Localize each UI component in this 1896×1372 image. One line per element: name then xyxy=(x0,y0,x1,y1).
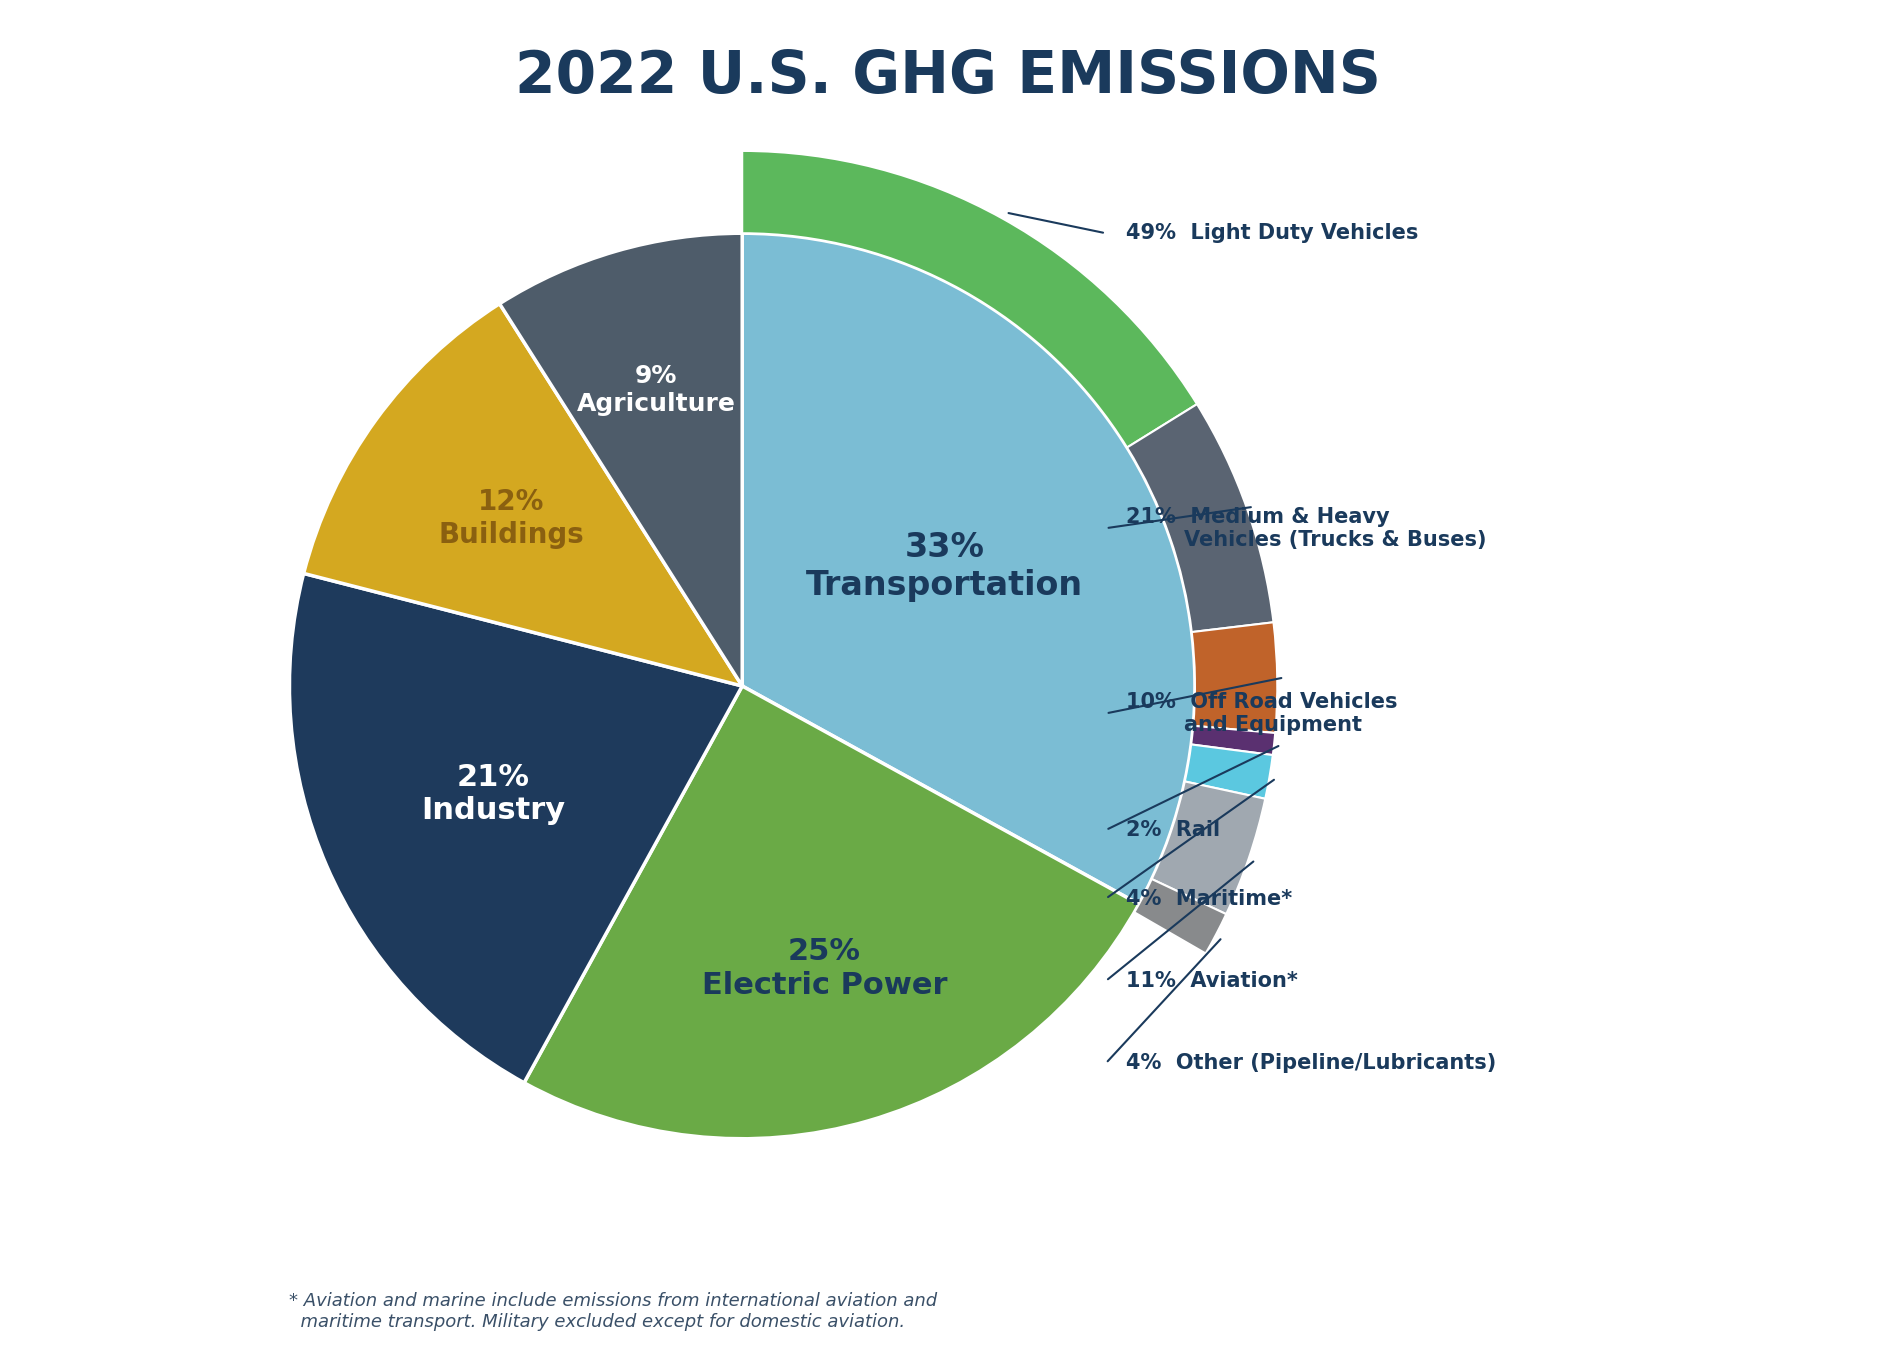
Text: 11%  Aviation*: 11% Aviation* xyxy=(1126,971,1299,991)
Wedge shape xyxy=(1191,726,1276,755)
Text: 33%
Transportation: 33% Transportation xyxy=(806,531,1083,602)
Wedge shape xyxy=(501,233,741,686)
Wedge shape xyxy=(1193,623,1278,733)
Text: 21%  Medium & Heavy
        Vehicles (Trucks & Buses): 21% Medium & Heavy Vehicles (Trucks & Bu… xyxy=(1126,506,1486,550)
Text: 10%  Off Road Vehicles
        and Equipment: 10% Off Road Vehicles and Equipment xyxy=(1126,691,1397,735)
Text: 4%  Other (Pipeline/Lubricants): 4% Other (Pipeline/Lubricants) xyxy=(1126,1054,1496,1073)
Wedge shape xyxy=(1151,782,1265,914)
Text: 9%
Agriculture: 9% Agriculture xyxy=(576,365,736,416)
Text: 4%  Maritime*: 4% Maritime* xyxy=(1126,889,1293,908)
Wedge shape xyxy=(1185,745,1272,799)
Wedge shape xyxy=(290,573,741,1083)
Text: 2%  Rail: 2% Rail xyxy=(1126,820,1221,840)
Text: 49%  Light Duty Vehicles: 49% Light Duty Vehicles xyxy=(1126,224,1418,243)
Text: 25%
Electric Power: 25% Electric Power xyxy=(702,937,948,1000)
Wedge shape xyxy=(523,686,1139,1139)
Wedge shape xyxy=(1134,879,1227,954)
Text: 2022 U.S. GHG EMISSIONS: 2022 U.S. GHG EMISSIONS xyxy=(516,48,1380,106)
Text: 21%
Industry: 21% Industry xyxy=(421,763,565,825)
Text: * Aviation and marine include emissions from international aviation and
  mariti: * Aviation and marine include emissions … xyxy=(290,1292,937,1331)
Wedge shape xyxy=(303,303,741,686)
Text: 12%
Buildings: 12% Buildings xyxy=(438,488,584,549)
Wedge shape xyxy=(1126,405,1274,632)
Wedge shape xyxy=(741,233,1194,904)
Wedge shape xyxy=(741,151,1196,447)
